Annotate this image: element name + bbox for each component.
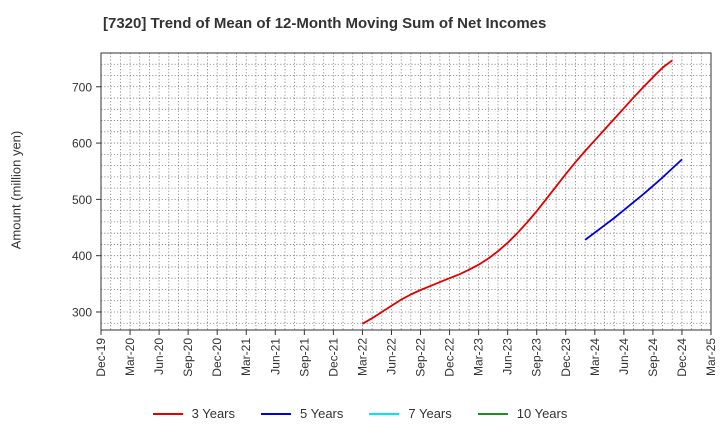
x-tick-label: Dec-21	[326, 338, 340, 377]
grid-lines	[100, 52, 712, 330]
legend-item-10-years: 10 Years	[477, 406, 568, 421]
x-tick-label: Mar-22	[355, 338, 369, 376]
legend-label: 3 Years	[191, 406, 235, 421]
line-chart: 300 400 500 600 700 Dec-19 Mar-20 Jun-20 Sep-20…	[72, 52, 718, 377]
legend-swatch	[261, 412, 291, 415]
y-tick-label: 300	[72, 305, 92, 319]
x-tick-label: Mar-24	[588, 338, 602, 376]
y-tick-label: 500	[72, 193, 92, 207]
x-tick-label: Jun-23	[501, 338, 515, 375]
series-lines	[361, 59, 683, 325]
x-tick-label: Mar-25	[704, 338, 718, 376]
x-tick-label: Sep-23	[530, 338, 544, 377]
x-tick-label: Dec-19	[94, 338, 108, 377]
x-tick-label: Mar-23	[472, 338, 486, 376]
chart-title: [7320] Trend of Mean of 12-Month Moving …	[103, 15, 547, 32]
legend-item-5-years: 5 Years	[261, 406, 343, 421]
legend-swatch	[477, 412, 508, 415]
x-tick-label: Jun-21	[268, 338, 282, 375]
series-line-5-years	[584, 158, 683, 241]
x-tick-label: Sep-24	[646, 338, 660, 377]
x-tick-label: Dec-22	[443, 338, 457, 377]
y-axis-ticks: 300 400 500 600 700	[72, 80, 101, 319]
x-axis-ticks: Dec-19 Mar-20 Jun-20 Sep-20 Dec-20 Mar-21 Jun-…	[94, 330, 718, 377]
x-tick-label: Dec-24	[675, 338, 689, 377]
y-tick-label: 600	[72, 137, 92, 151]
legend-item-3-years: 3 Years	[152, 406, 235, 421]
legend: 3 Years 5 Years 7 Years 10 Years	[0, 406, 720, 421]
x-tick-label: Jun-22	[384, 338, 398, 375]
y-tick-label: 400	[72, 249, 92, 263]
x-tick-label: Dec-23	[559, 338, 573, 377]
x-tick-label: Jun-24	[617, 338, 631, 375]
x-tick-label: Mar-20	[123, 338, 137, 376]
plot-area-frame	[100, 52, 712, 331]
x-tick-label: Sep-22	[414, 338, 428, 377]
legend-swatch	[152, 412, 183, 415]
series-line-3-years	[361, 59, 673, 325]
x-tick-label: Sep-20	[181, 338, 195, 377]
legend-label: 10 Years	[516, 406, 568, 421]
legend-item-7-years: 7 Years	[369, 406, 452, 421]
x-tick-label: Dec-20	[210, 338, 224, 377]
legend-label: 7 Years	[408, 406, 452, 421]
x-tick-label: Sep-21	[297, 338, 311, 377]
legend-label: 5 Years	[300, 406, 344, 421]
x-tick-label: Mar-21	[239, 338, 253, 376]
x-tick-label: Jun-20	[152, 338, 166, 375]
legend-swatch	[369, 412, 400, 415]
y-tick-label: 700	[72, 80, 92, 94]
